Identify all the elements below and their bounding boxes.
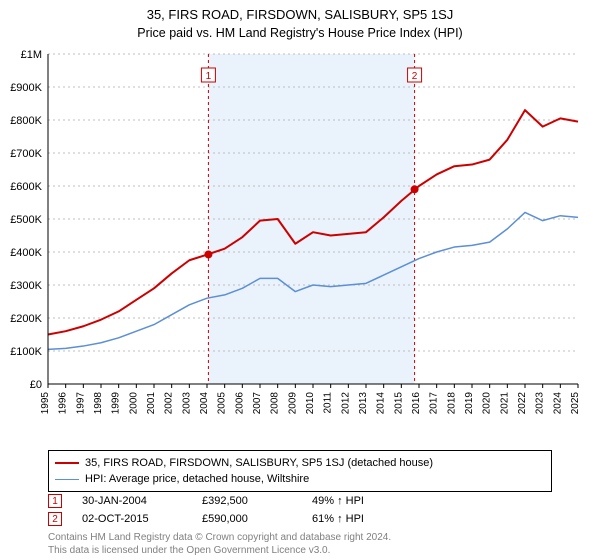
svg-text:£0: £0 bbox=[30, 379, 42, 391]
svg-text:2013: 2013 bbox=[358, 392, 369, 415]
svg-text:2018: 2018 bbox=[446, 392, 457, 415]
svg-text:2009: 2009 bbox=[287, 392, 298, 415]
svg-text:2003: 2003 bbox=[181, 392, 192, 415]
svg-text:£100K: £100K bbox=[10, 346, 42, 358]
event-date: 30-JAN-2004 bbox=[82, 495, 182, 507]
svg-text:£500K: £500K bbox=[10, 214, 42, 226]
events-table: 1 30-JAN-2004 £392,500 49% ↑ HPI 2 02-OC… bbox=[48, 492, 552, 528]
svg-text:2020: 2020 bbox=[482, 392, 493, 415]
legend-label: 35, FIRS ROAD, FIRSDOWN, SALISBURY, SP5 … bbox=[85, 457, 433, 469]
svg-text:2006: 2006 bbox=[234, 392, 245, 415]
svg-text:£800K: £800K bbox=[10, 115, 42, 127]
svg-text:£900K: £900K bbox=[10, 82, 42, 94]
svg-text:£1M: £1M bbox=[21, 49, 42, 61]
legend-item: 35, FIRS ROAD, FIRSDOWN, SALISBURY, SP5 … bbox=[55, 455, 545, 471]
svg-text:2019: 2019 bbox=[464, 392, 475, 415]
svg-text:£600K: £600K bbox=[10, 181, 42, 193]
svg-text:2002: 2002 bbox=[164, 392, 175, 415]
svg-text:1: 1 bbox=[206, 71, 212, 82]
svg-text:2011: 2011 bbox=[323, 392, 334, 414]
chart: £0 £100K £200K £300K £400K £500K £600K £700K £80… bbox=[0, 46, 600, 446]
event-price: £392,500 bbox=[202, 495, 292, 507]
event-marker-icon: 1 bbox=[48, 494, 62, 508]
svg-text:2015: 2015 bbox=[393, 392, 404, 415]
legend-item: HPI: Average price, detached house, Wilt… bbox=[55, 471, 545, 487]
chart-subtitle: Price paid vs. HM Land Registry's House … bbox=[0, 24, 600, 40]
svg-text:2014: 2014 bbox=[376, 392, 387, 415]
event-row: 1 30-JAN-2004 £392,500 49% ↑ HPI bbox=[48, 492, 552, 510]
svg-text:£200K: £200K bbox=[10, 313, 42, 325]
svg-text:2012: 2012 bbox=[340, 392, 351, 415]
svg-text:1997: 1997 bbox=[75, 392, 86, 415]
event-pct: 61% ↑ HPI bbox=[312, 513, 412, 525]
svg-text:2001: 2001 bbox=[146, 392, 157, 415]
svg-text:2008: 2008 bbox=[270, 392, 281, 415]
svg-text:2004: 2004 bbox=[199, 392, 210, 415]
svg-text:£700K: £700K bbox=[10, 148, 42, 160]
svg-text:2000: 2000 bbox=[128, 392, 139, 415]
chart-svg: £0 £100K £200K £300K £400K £500K £600K £700K £80… bbox=[0, 46, 600, 446]
event-row: 2 02-OCT-2015 £590,000 61% ↑ HPI bbox=[48, 510, 552, 528]
svg-text:2010: 2010 bbox=[305, 392, 316, 415]
svg-text:2005: 2005 bbox=[217, 392, 228, 415]
svg-text:2023: 2023 bbox=[535, 392, 546, 415]
svg-text:1996: 1996 bbox=[58, 392, 69, 415]
svg-text:2017: 2017 bbox=[429, 392, 440, 415]
svg-text:2024: 2024 bbox=[552, 392, 563, 415]
legend: 35, FIRS ROAD, FIRSDOWN, SALISBURY, SP5 … bbox=[48, 450, 552, 492]
event-pct: 49% ↑ HPI bbox=[312, 495, 412, 507]
event-date: 02-OCT-2015 bbox=[82, 513, 182, 525]
svg-text:2025: 2025 bbox=[570, 392, 581, 415]
svg-text:1998: 1998 bbox=[93, 392, 104, 415]
svg-text:2007: 2007 bbox=[252, 392, 263, 415]
svg-text:1995: 1995 bbox=[40, 392, 51, 415]
legend-swatch bbox=[55, 479, 79, 480]
event-marker-icon: 2 bbox=[48, 512, 62, 526]
footer: Contains HM Land Registry data © Crown c… bbox=[48, 532, 552, 557]
legend-label: HPI: Average price, detached house, Wilt… bbox=[85, 473, 309, 485]
legend-swatch bbox=[55, 462, 79, 464]
svg-text:£400K: £400K bbox=[10, 247, 42, 259]
svg-text:£300K: £300K bbox=[10, 280, 42, 292]
chart-title: 35, FIRS ROAD, FIRSDOWN, SALISBURY, SP5 … bbox=[0, 0, 600, 24]
svg-text:1999: 1999 bbox=[111, 392, 122, 415]
svg-text:2021: 2021 bbox=[499, 392, 510, 415]
svg-text:2022: 2022 bbox=[517, 392, 528, 415]
svg-text:2: 2 bbox=[412, 71, 418, 82]
footer-line: Contains HM Land Registry data © Crown c… bbox=[48, 532, 552, 545]
event-price: £590,000 bbox=[202, 513, 292, 525]
footer-line: This data is licensed under the Open Gov… bbox=[48, 545, 552, 558]
svg-text:2016: 2016 bbox=[411, 392, 422, 415]
